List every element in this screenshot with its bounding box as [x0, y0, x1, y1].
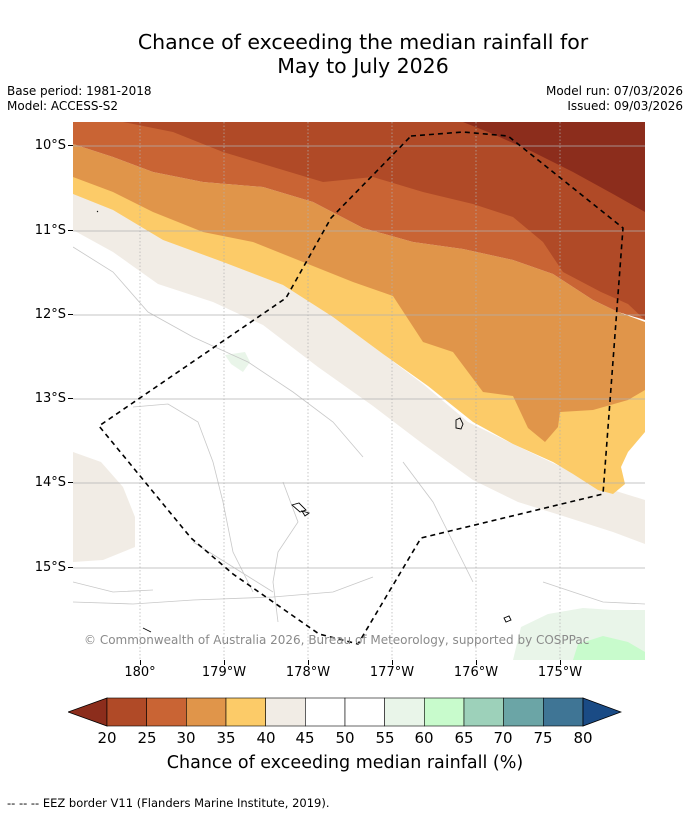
colorbar-swatch	[146, 697, 187, 727]
lat-tick	[68, 230, 73, 231]
lon-label-176w: 176°W	[453, 665, 499, 680]
lat-label-12s: 12°S	[34, 307, 66, 322]
contour-band-60-65	[573, 636, 645, 660]
colorbar-tick-label: 30	[176, 729, 196, 747]
model-run: Model run: 07/03/2026	[545, 84, 683, 98]
colorbar-swatch	[344, 697, 385, 727]
colorbar-title: Chance of exceeding median rainfall (%)	[166, 753, 524, 773]
map-panel	[73, 122, 645, 660]
meta-left: Base period: 1981-2018 Model: ACCESS-S2	[7, 84, 152, 114]
colorbar-swatches	[68, 697, 622, 727]
grid-lon	[139, 122, 561, 660]
contour-band-30-35	[73, 144, 645, 442]
contour-band-35-40	[73, 174, 645, 494]
lat-tick	[68, 398, 73, 399]
lat-tick	[68, 567, 73, 568]
contour-band-left-patch	[73, 452, 135, 562]
lat-label-13s: 13°S	[34, 391, 66, 406]
colorbar-tick-label: 75	[533, 729, 553, 747]
lon-label-179w: 179°W	[201, 665, 247, 680]
colorbar-tick-label: 40	[256, 729, 276, 747]
island-d	[503, 615, 512, 623]
lon-label-180: 180°	[124, 665, 156, 680]
islands	[96, 210, 512, 633]
lon-tick	[140, 660, 141, 665]
colorbar-swatch	[543, 697, 584, 727]
colorbar-swatch	[265, 697, 306, 727]
island-a	[455, 417, 464, 430]
colorbar-tick-label: 55	[375, 729, 395, 747]
lat-label-14s: 14°S	[34, 475, 66, 490]
contour-band-20-25	[123, 122, 645, 320]
title-line-1: Chance of exceeding the median rainfall …	[137, 30, 589, 54]
model-name: Model: ACCESS-S2	[7, 99, 119, 113]
eez-border	[97, 131, 624, 645]
lat-label-10s: 10°S	[34, 138, 66, 153]
colorbar-tick-label: 80	[573, 729, 593, 747]
colorbar-swatch	[424, 697, 465, 727]
colorbar	[68, 697, 622, 727]
colorbar-tick-label: 25	[137, 729, 157, 747]
colorbar-tick-label: 70	[493, 729, 513, 747]
copyright-notice: © Commonwealth of Australia 2026, Bureau…	[84, 633, 590, 647]
colorbar-tick-label: 35	[216, 729, 236, 747]
colorbar-tick-label: 45	[295, 729, 315, 747]
lat-label-15s: 15°S	[34, 560, 66, 575]
lon-tick	[224, 660, 225, 665]
lat-tick	[68, 314, 73, 315]
colorbar-swatch	[106, 697, 147, 727]
colorbar-tick-label: 20	[97, 729, 117, 747]
lon-tick	[476, 660, 477, 665]
island-b	[291, 502, 307, 513]
colorbar-swatch	[463, 697, 504, 727]
colorbar-tick-label: 50	[335, 729, 355, 747]
island-c	[301, 510, 310, 517]
lon-tick	[392, 660, 393, 665]
lat-tick	[68, 482, 73, 483]
contour-band-40-45	[73, 194, 645, 544]
gridlines	[73, 145, 645, 569]
colorbar-tick-label: 60	[414, 729, 434, 747]
colorbar-swatch	[305, 697, 346, 727]
island-f	[96, 210, 99, 213]
eez-footnote: -- -- -- EEZ border V11 (Flanders Marine…	[7, 796, 330, 810]
chart-title: Chance of exceeding the median rainfall …	[0, 30, 690, 78]
title-line-2: May to July 2026	[277, 54, 449, 78]
contour-band-below-20	[463, 122, 645, 212]
base-period: Base period: 1981-2018	[7, 84, 152, 98]
colorbar-swatch	[384, 697, 425, 727]
lon-label-178w: 178°W	[285, 665, 331, 680]
colorbar-swatch	[225, 697, 266, 727]
lat-tick	[68, 145, 73, 146]
contour-band-55-60-small	[225, 352, 250, 372]
lon-label-177w: 177°W	[369, 665, 415, 680]
colorbar-swatch	[503, 697, 544, 727]
colorbar-swatch	[186, 697, 227, 727]
lon-tick	[308, 660, 309, 665]
colorbar-arrow-high	[582, 697, 622, 727]
colorbar-arrow-low	[68, 697, 108, 727]
lon-label-175w: 175°W	[537, 665, 583, 680]
map-canvas	[73, 122, 645, 660]
lat-label-11s: 11°S	[34, 223, 66, 238]
colorbar-tick-label: 65	[454, 729, 474, 747]
lon-tick	[560, 660, 561, 665]
meta-right: Model run: 07/03/2026 Issued: 09/03/2026	[546, 84, 683, 114]
island-e	[142, 627, 152, 633]
issued-date: Issued: 09/03/2026	[567, 99, 683, 113]
